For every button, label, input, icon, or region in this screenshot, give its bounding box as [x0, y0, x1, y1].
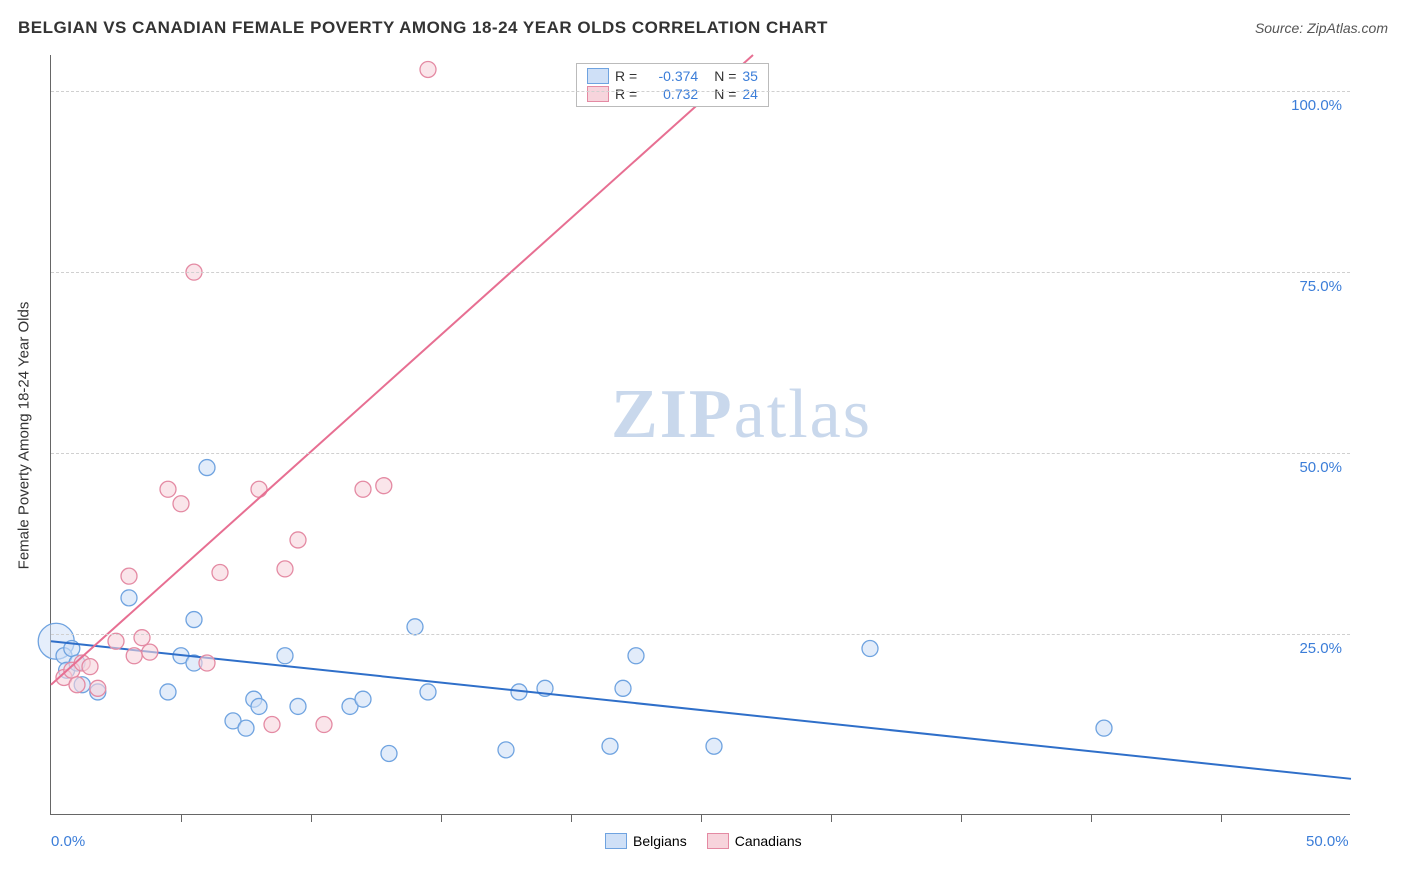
- scatter-point: [173, 496, 189, 512]
- legend-swatch: [707, 833, 729, 849]
- n-value: 24: [742, 86, 758, 102]
- n-label: N =: [714, 68, 736, 84]
- scatter-point: [186, 612, 202, 628]
- scatter-point: [355, 691, 371, 707]
- scatter-point: [316, 717, 332, 733]
- scatter-point: [706, 738, 722, 754]
- scatter-point: [126, 648, 142, 664]
- y-axis-label-container: Female Poverty Among 18-24 Year Olds: [14, 55, 34, 815]
- scatter-point: [251, 481, 267, 497]
- scatter-point: [160, 481, 176, 497]
- x-tick: [701, 814, 702, 822]
- gridline: [51, 453, 1350, 454]
- n-value: 35: [742, 68, 758, 84]
- scatter-point: [277, 561, 293, 577]
- scatter-point: [628, 648, 644, 664]
- legend-series-name: Canadians: [735, 833, 802, 849]
- x-tick: [181, 814, 182, 822]
- scatter-point: [602, 738, 618, 754]
- scatter-point: [420, 684, 436, 700]
- plot-svg: [51, 55, 1350, 814]
- scatter-point: [376, 478, 392, 494]
- x-tick-label: 50.0%: [1306, 833, 1349, 850]
- scatter-point: [238, 720, 254, 736]
- x-tick-label: 0.0%: [51, 833, 85, 850]
- scatter-point: [420, 61, 436, 77]
- legend-swatch: [587, 68, 609, 84]
- x-tick: [1221, 814, 1222, 822]
- legend-swatch: [605, 833, 627, 849]
- r-label: R =: [615, 86, 637, 102]
- bottom-legend-item: Canadians: [707, 833, 802, 849]
- source-label: Source: ZipAtlas.com: [1255, 20, 1388, 36]
- stats-legend: R = -0.374 N = 35 R = 0.732 N = 24: [576, 63, 769, 107]
- gridline: [51, 634, 1350, 635]
- scatter-point: [277, 648, 293, 664]
- stats-legend-row: R = -0.374 N = 35: [587, 68, 758, 84]
- scatter-point: [134, 630, 150, 646]
- y-tick-label: 100.0%: [1291, 97, 1342, 114]
- scatter-point: [264, 717, 280, 733]
- x-tick: [311, 814, 312, 822]
- x-tick: [831, 814, 832, 822]
- scatter-point: [199, 655, 215, 671]
- scatter-point: [142, 644, 158, 660]
- bottom-legend-item: Belgians: [605, 833, 687, 849]
- x-tick: [441, 814, 442, 822]
- scatter-point: [498, 742, 514, 758]
- bottom-legend: Belgians Canadians: [605, 833, 802, 849]
- scatter-point: [108, 633, 124, 649]
- scatter-point: [82, 659, 98, 675]
- scatter-point: [290, 698, 306, 714]
- scatter-point: [407, 619, 423, 635]
- scatter-point: [1096, 720, 1112, 736]
- r-label: R =: [615, 68, 637, 84]
- scatter-point: [381, 745, 397, 761]
- scatter-point: [69, 677, 85, 693]
- y-axis-label: Female Poverty Among 18-24 Year Olds: [16, 301, 33, 569]
- gridline: [51, 91, 1350, 92]
- x-tick: [571, 814, 572, 822]
- scatter-point: [615, 680, 631, 696]
- stats-legend-row: R = 0.732 N = 24: [587, 86, 758, 102]
- legend-series-name: Belgians: [633, 833, 687, 849]
- scatter-point: [290, 532, 306, 548]
- scatter-point: [160, 684, 176, 700]
- scatter-point: [355, 481, 371, 497]
- y-tick-label: 75.0%: [1299, 278, 1342, 295]
- chart-title: BELGIAN VS CANADIAN FEMALE POVERTY AMONG…: [18, 18, 828, 38]
- x-tick: [1091, 814, 1092, 822]
- y-tick-label: 25.0%: [1299, 640, 1342, 657]
- plot-area: ZIPatlas R =-0.374N =35R =0.732N =24 25.…: [50, 55, 1350, 815]
- trend-line: [51, 55, 753, 685]
- r-value: -0.374: [643, 68, 698, 84]
- scatter-point: [90, 680, 106, 696]
- r-value: 0.732: [643, 86, 698, 102]
- title-bar: BELGIAN VS CANADIAN FEMALE POVERTY AMONG…: [18, 18, 1388, 38]
- scatter-point: [199, 460, 215, 476]
- gridline: [51, 272, 1350, 273]
- scatter-point: [251, 698, 267, 714]
- legend-swatch: [587, 86, 609, 102]
- n-label: N =: [714, 86, 736, 102]
- scatter-point: [121, 568, 137, 584]
- y-tick-label: 50.0%: [1299, 459, 1342, 476]
- scatter-point: [862, 641, 878, 657]
- scatter-point: [212, 565, 228, 581]
- x-tick: [961, 814, 962, 822]
- scatter-point: [121, 590, 137, 606]
- trend-line: [51, 641, 1351, 779]
